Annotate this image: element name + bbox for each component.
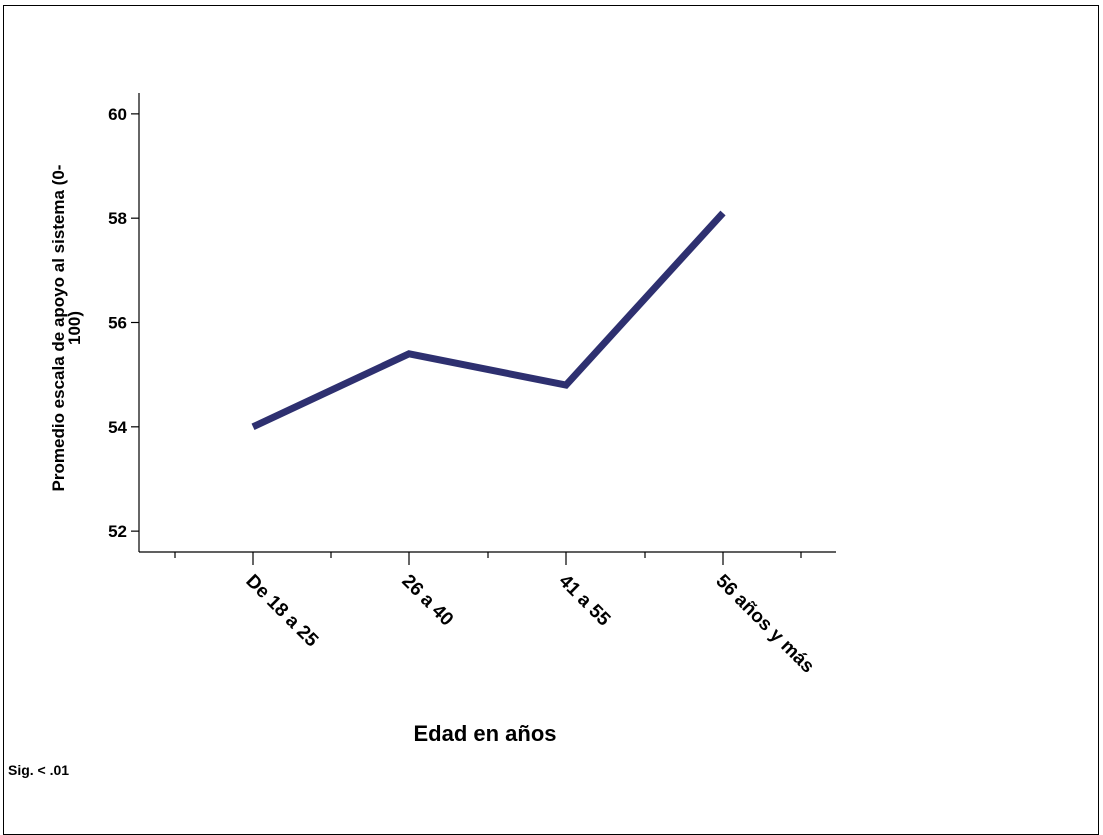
significance-note: Sig. < .01 — [8, 762, 69, 778]
y-tick-label: 54 — [108, 418, 127, 437]
y-tick-label: 52 — [108, 522, 127, 541]
y-axis-title: Promedio escala de apoyo al sistema (0- … — [49, 165, 84, 492]
x-tick-label: 26 a 40 — [397, 571, 457, 631]
y-tick-label: 58 — [108, 209, 127, 228]
y-axis-title-line-2: 100) — [65, 311, 84, 345]
y-tick-label: 60 — [108, 105, 127, 124]
y-tick-label: 56 — [108, 314, 127, 333]
series-line — [253, 213, 723, 427]
x-axis-title: Edad en años — [413, 721, 556, 746]
x-axis: De 18 a 25 26 a 40 41 a 55 56 años y más — [139, 552, 836, 677]
y-axis: 52 54 56 58 60 — [108, 93, 139, 552]
series-group — [253, 213, 723, 427]
x-tick-label: 41 a 55 — [554, 571, 614, 631]
x-tick-label: De 18 a 25 — [241, 571, 322, 652]
x-tick-label: 56 años y más — [711, 571, 818, 678]
